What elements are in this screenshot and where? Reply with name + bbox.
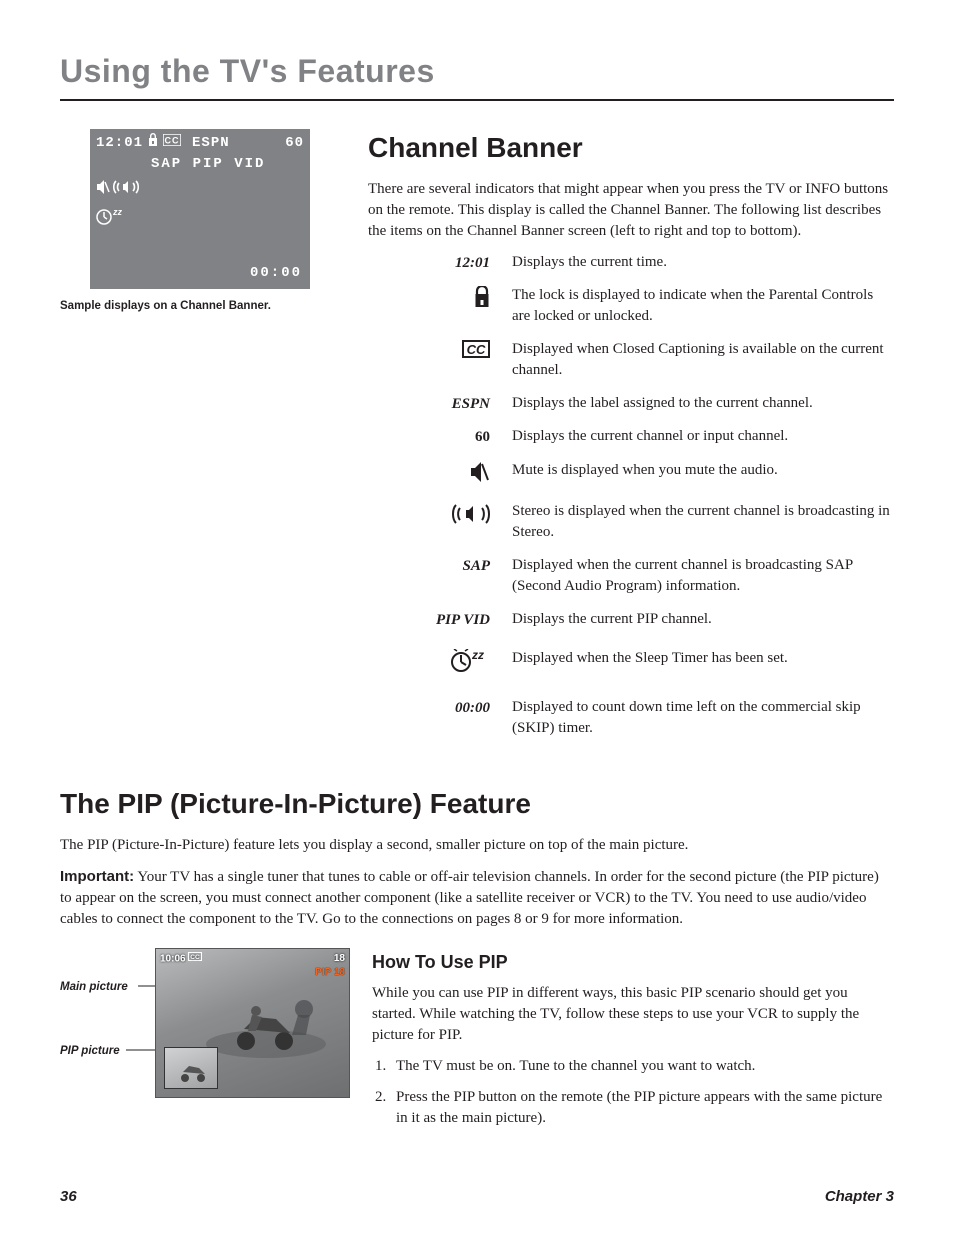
desc-cc: Displayed when Closed Captioning is avai… bbox=[512, 339, 894, 381]
row-sleep: zz Displayed when the Sleep Timer has be… bbox=[418, 648, 894, 679]
row-sap: SAP Displayed when the current channel i… bbox=[418, 555, 894, 597]
desc-60: Displays the current channel or input ch… bbox=[512, 426, 894, 447]
row-stereo: Stereo is displayed when the current cha… bbox=[418, 501, 894, 543]
banner-row1: 12:01 CC ESPN 60 bbox=[96, 133, 304, 153]
pip-heading: The PIP (Picture-In-Picture) Feature bbox=[60, 785, 894, 823]
term-time: 12:01 bbox=[418, 252, 490, 273]
lock-icon bbox=[418, 285, 490, 314]
chapter-label: Chapter 3 bbox=[825, 1187, 894, 1207]
step-2: Press the PIP button on the remote (the … bbox=[390, 1087, 894, 1129]
row-cc: CC Displayed when Closed Captioning is a… bbox=[418, 339, 894, 381]
how-to-heading: How To Use PIP bbox=[372, 950, 894, 974]
channel-banner-list: 12:01 Displays the current time. The loc… bbox=[418, 252, 894, 740]
svg-text:CC: CC bbox=[191, 954, 201, 961]
desc-mute: Mute is displayed when you mute the audi… bbox=[512, 460, 894, 481]
banner-row3 bbox=[96, 178, 304, 203]
pip-time: 10:06 CC bbox=[160, 952, 202, 966]
pip-main-chan: 18 bbox=[334, 952, 345, 966]
pip-intro: The PIP (Picture-In-Picture) feature let… bbox=[60, 835, 894, 856]
pip-chan-label: PIP 18 bbox=[315, 966, 345, 980]
term-sap: SAP bbox=[418, 555, 490, 576]
pip-inset bbox=[164, 1047, 218, 1089]
pip-howto-text: How To Use PIP While you can use PIP in … bbox=[372, 948, 894, 1138]
banner-espn: ESPN bbox=[192, 134, 230, 153]
svg-text:CC: CC bbox=[467, 342, 486, 357]
banner-row4: zz bbox=[96, 207, 304, 232]
step-1: The TV must be on. Tune to the channel y… bbox=[390, 1056, 894, 1077]
channel-banner-sample: 12:01 CC ESPN 60 SAP PIP VID bbox=[90, 129, 310, 289]
pip-top-bar: 10:06 CC 18 bbox=[160, 952, 345, 966]
mute-icon bbox=[96, 179, 110, 202]
sleep-icon: zz bbox=[96, 207, 126, 232]
desc-sleep: Displayed when the Sleep Timer has been … bbox=[512, 648, 894, 669]
desc-countdown: Displayed to count down time left on the… bbox=[512, 697, 894, 739]
channel-banner-heading: Channel Banner bbox=[368, 129, 894, 167]
label-lines bbox=[60, 948, 155, 1098]
desc-sap: Displayed when the current channel is br… bbox=[512, 555, 894, 597]
channel-banner-section: 12:01 CC ESPN 60 SAP PIP VID bbox=[60, 129, 894, 751]
cc-icon: CC bbox=[188, 952, 202, 966]
desc-lock: The lock is displayed to indicate when t… bbox=[512, 285, 894, 327]
pip-illustration: Main picture PIP picture 10:06 CC 18 PIP… bbox=[60, 948, 350, 1138]
banner-sap-pip-vid: SAP PIP VID bbox=[151, 155, 265, 174]
row-countdown: 00:00 Displayed to count down time left … bbox=[418, 697, 894, 739]
desc-time: Displays the current time. bbox=[512, 252, 894, 273]
banner-sample-column: 12:01 CC ESPN 60 SAP PIP VID bbox=[60, 129, 340, 751]
page-title: Using the TV's Features bbox=[60, 50, 894, 93]
important-label: Important: bbox=[60, 868, 134, 885]
term-espn: ESPN bbox=[418, 393, 490, 414]
desc-pipvid: Displays the current PIP channel. bbox=[512, 609, 894, 630]
channel-banner-intro: There are several indicators that might … bbox=[368, 179, 894, 242]
pip-howto-block: Main picture PIP picture 10:06 CC 18 PIP… bbox=[60, 948, 894, 1138]
mute-icon bbox=[418, 460, 490, 489]
page-number: 36 bbox=[60, 1187, 77, 1207]
page-footer: 36 Chapter 3 bbox=[60, 1187, 894, 1207]
inset-scene bbox=[165, 1048, 219, 1090]
channel-banner-content: Channel Banner There are several indicat… bbox=[368, 129, 894, 751]
cc-icon: CC bbox=[163, 134, 181, 153]
row-mute: Mute is displayed when you mute the audi… bbox=[418, 460, 894, 489]
banner-row2: SAP PIP VID bbox=[151, 155, 304, 174]
banner-time: 12:01 bbox=[96, 134, 143, 153]
lock-icon bbox=[148, 133, 158, 153]
important-text: Your TV has a single tuner that tunes to… bbox=[60, 869, 879, 927]
how-to-intro: While you can use PIP in different ways,… bbox=[372, 983, 894, 1046]
desc-stereo: Stereo is displayed when the current cha… bbox=[512, 501, 894, 543]
svg-text:CC: CC bbox=[165, 135, 180, 145]
row-espn: ESPN Displays the label assigned to the … bbox=[418, 393, 894, 414]
term-60: 60 bbox=[418, 426, 490, 447]
pip-screen: 10:06 CC 18 PIP 18 bbox=[155, 948, 350, 1098]
desc-espn: Displays the label assigned to the curre… bbox=[512, 393, 894, 414]
banner-caption: Sample displays on a Channel Banner. bbox=[60, 299, 340, 315]
row-time: 12:01 Displays the current time. bbox=[418, 252, 894, 273]
pip-important: Important: Your TV has a single tuner th… bbox=[60, 866, 894, 930]
stereo-icon bbox=[113, 178, 139, 203]
pip-section: The PIP (Picture-In-Picture) Feature The… bbox=[60, 785, 894, 1138]
stereo-icon bbox=[418, 501, 490, 532]
banner-countdown: 00:00 bbox=[250, 264, 302, 283]
sleep-icon: zz bbox=[418, 648, 490, 679]
row-60: 60 Displays the current channel or input… bbox=[418, 426, 894, 447]
row-lock: The lock is displayed to indicate when t… bbox=[418, 285, 894, 327]
term-countdown: 00:00 bbox=[418, 697, 490, 718]
title-rule bbox=[60, 99, 894, 101]
banner-channel-num: 60 bbox=[285, 134, 304, 153]
cc-icon: CC bbox=[418, 339, 490, 364]
how-to-steps: The TV must be on. Tune to the channel y… bbox=[390, 1056, 894, 1129]
row-pipvid: PIP VID Displays the current PIP channel… bbox=[418, 609, 894, 630]
svg-text:zz: zz bbox=[471, 649, 484, 662]
term-pipvid: PIP VID bbox=[418, 609, 490, 630]
svg-text:zz: zz bbox=[112, 207, 123, 217]
